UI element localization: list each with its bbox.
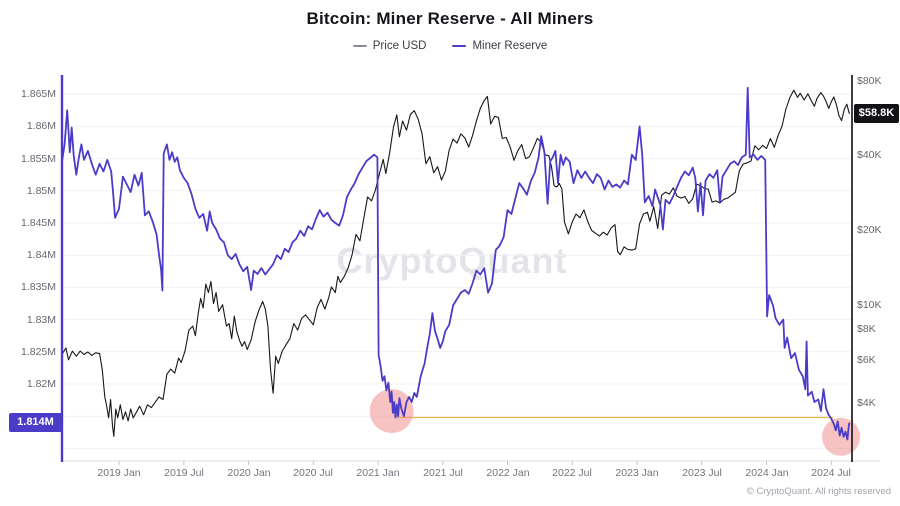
x-axis-tick: 2019 Jul	[164, 467, 204, 479]
legend-dash-icon	[452, 45, 467, 47]
x-axis-tick: 2022 Jan	[486, 467, 530, 479]
legend-item-miner-reserve[interactable]: Miner Reserve	[452, 40, 547, 52]
legend-dash-icon	[352, 45, 367, 47]
chart-legend: Price USD Miner Reserve	[0, 40, 900, 52]
left-axis-tick: 1.86M	[26, 120, 56, 132]
highlight-circle	[369, 389, 414, 433]
miner-reserve-last-value-badge: 1.814M	[9, 413, 62, 432]
x-axis-tick: 2024 Jan	[745, 467, 789, 479]
right-axis-tick: $40K	[857, 149, 882, 161]
right-axis-tick: $80K	[857, 75, 882, 87]
x-axis-tick: 2021 Jan	[356, 467, 400, 479]
right-axis-tick: $4K	[857, 397, 876, 409]
left-axis-tick: 1.82M	[26, 378, 56, 390]
right-axis-tick: $10K	[857, 299, 882, 311]
x-axis-tick: 2024 Jul	[811, 467, 851, 479]
legend-item-price-usd[interactable]: Price USD	[352, 40, 427, 52]
chart-title: Bitcoin: Miner Reserve - All Miners	[306, 9, 594, 28]
x-axis-tick: 2019 Jan	[97, 467, 141, 479]
x-axis-tick: 2021 Jul	[423, 467, 463, 479]
legend-label: Price USD	[372, 40, 427, 52]
left-axis-tick: 1.845M	[20, 217, 56, 229]
left-axis-tick: 1.835M	[20, 281, 56, 293]
highlight-circle	[822, 417, 860, 456]
right-axis-tick: $20K	[857, 224, 882, 236]
legend-label: Miner Reserve	[472, 40, 548, 52]
left-axis-tick: 1.85M	[26, 185, 56, 197]
x-axis-tick: 2023 Jul	[682, 467, 722, 479]
left-axis-tick: 1.83M	[26, 314, 56, 326]
right-axis-tick: $8K	[857, 323, 876, 335]
left-axis-tick: 1.865M	[20, 88, 56, 100]
left-axis-tick: 1.825M	[20, 346, 56, 358]
x-axis-tick: 2023 Jan	[615, 467, 659, 479]
x-axis-tick: 2020 Jul	[293, 467, 333, 479]
copyright-notice: © CryptoQuant. All rights reserved	[746, 486, 891, 497]
left-axis-tick: 1.84M	[26, 249, 56, 261]
x-axis-tick: 2022 Jul	[552, 467, 592, 479]
miner-reserve-line	[61, 86, 851, 441]
right-axis-tick: $6K	[857, 354, 876, 366]
price-last-value-badge: $58.8K	[854, 104, 899, 123]
left-axis-tick: 1.855M	[20, 153, 56, 165]
x-axis-tick: 2020 Jan	[227, 467, 271, 479]
